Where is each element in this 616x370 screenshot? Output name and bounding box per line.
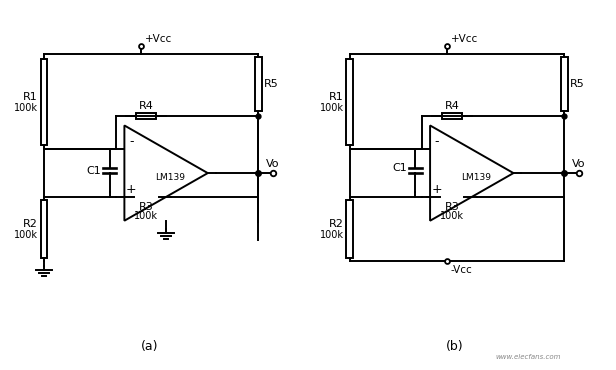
Text: (b): (b) bbox=[446, 340, 464, 353]
Text: www.elecfans.com: www.elecfans.com bbox=[496, 354, 561, 360]
Polygon shape bbox=[430, 125, 514, 221]
Bar bbox=[442, 112, 462, 118]
Text: 100k: 100k bbox=[320, 102, 344, 112]
Text: R4: R4 bbox=[139, 101, 153, 111]
Polygon shape bbox=[124, 125, 208, 221]
Bar bbox=[346, 59, 353, 145]
Text: C1: C1 bbox=[87, 166, 102, 176]
Text: 100k: 100k bbox=[14, 102, 38, 112]
Text: R5: R5 bbox=[570, 79, 585, 89]
Text: (a): (a) bbox=[140, 340, 158, 353]
Text: +Vcc: +Vcc bbox=[451, 34, 478, 44]
Text: +Vcc: +Vcc bbox=[145, 34, 172, 44]
Text: C1: C1 bbox=[392, 163, 407, 173]
Text: 100k: 100k bbox=[14, 230, 38, 240]
Bar bbox=[439, 194, 464, 200]
Text: R2: R2 bbox=[23, 219, 38, 229]
Text: -Vcc: -Vcc bbox=[451, 265, 472, 275]
Bar bbox=[41, 59, 47, 145]
Text: LM139: LM139 bbox=[461, 172, 491, 182]
Text: -: - bbox=[129, 135, 134, 148]
Bar bbox=[346, 200, 353, 258]
Text: R5: R5 bbox=[264, 79, 279, 89]
Bar bbox=[136, 112, 156, 118]
Text: R2: R2 bbox=[329, 219, 344, 229]
Text: R1: R1 bbox=[23, 92, 38, 102]
Text: +: + bbox=[126, 183, 137, 196]
Text: R3: R3 bbox=[445, 202, 460, 212]
Text: 100k: 100k bbox=[320, 230, 344, 240]
Text: Vo: Vo bbox=[572, 159, 585, 169]
Bar bbox=[561, 57, 567, 111]
Text: R1: R1 bbox=[329, 92, 344, 102]
Text: 100k: 100k bbox=[134, 211, 158, 221]
Text: R3: R3 bbox=[139, 202, 153, 212]
Text: Vo: Vo bbox=[266, 159, 280, 169]
Text: +: + bbox=[432, 183, 442, 196]
Text: -: - bbox=[435, 135, 439, 148]
Bar bbox=[41, 200, 47, 258]
Text: LM139: LM139 bbox=[155, 172, 185, 182]
Bar bbox=[255, 57, 262, 111]
Text: R4: R4 bbox=[445, 101, 460, 111]
Text: 100k: 100k bbox=[440, 211, 464, 221]
Bar bbox=[134, 194, 159, 200]
